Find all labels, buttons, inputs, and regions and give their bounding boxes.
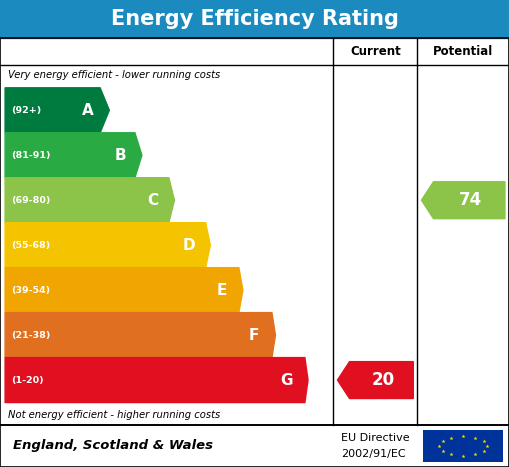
Text: 20: 20 (372, 371, 394, 389)
Text: C: C (148, 193, 158, 208)
Bar (423, 430, 503, 462)
Bar (0, 0, 509, 38)
Polygon shape (5, 223, 210, 268)
Text: (81-91): (81-91) (11, 151, 51, 160)
Text: Very energy efficient - lower running costs: Very energy efficient - lower running co… (8, 70, 220, 80)
Polygon shape (337, 361, 413, 398)
Polygon shape (5, 88, 109, 133)
Text: Energy Efficiency Rating: Energy Efficiency Rating (110, 9, 399, 29)
Text: (92+): (92+) (11, 106, 41, 115)
Text: F: F (249, 328, 259, 343)
Text: 74: 74 (459, 191, 483, 209)
Text: (39-54): (39-54) (11, 286, 50, 295)
Text: (69-80): (69-80) (11, 196, 50, 205)
Text: D: D (182, 238, 195, 253)
Polygon shape (5, 312, 275, 358)
Polygon shape (421, 182, 505, 219)
Text: A: A (82, 103, 94, 118)
Text: EU Directive: EU Directive (341, 433, 410, 444)
Polygon shape (5, 133, 142, 178)
Bar (0, 38, 509, 425)
Text: Current: Current (350, 45, 401, 58)
Text: Not energy efficient - higher running costs: Not energy efficient - higher running co… (8, 410, 220, 420)
Text: E: E (216, 283, 227, 297)
Polygon shape (5, 358, 308, 403)
Text: England, Scotland & Wales: England, Scotland & Wales (13, 439, 213, 453)
Text: B: B (115, 148, 126, 163)
Text: (21-38): (21-38) (11, 331, 50, 340)
Polygon shape (5, 268, 243, 312)
Text: (1-20): (1-20) (11, 375, 44, 384)
Text: Potential: Potential (433, 45, 493, 58)
Text: (55-68): (55-68) (11, 241, 50, 250)
Bar (0, 425, 509, 467)
Polygon shape (5, 178, 175, 223)
Text: G: G (280, 373, 293, 388)
Text: 2002/91/EC: 2002/91/EC (341, 449, 406, 460)
